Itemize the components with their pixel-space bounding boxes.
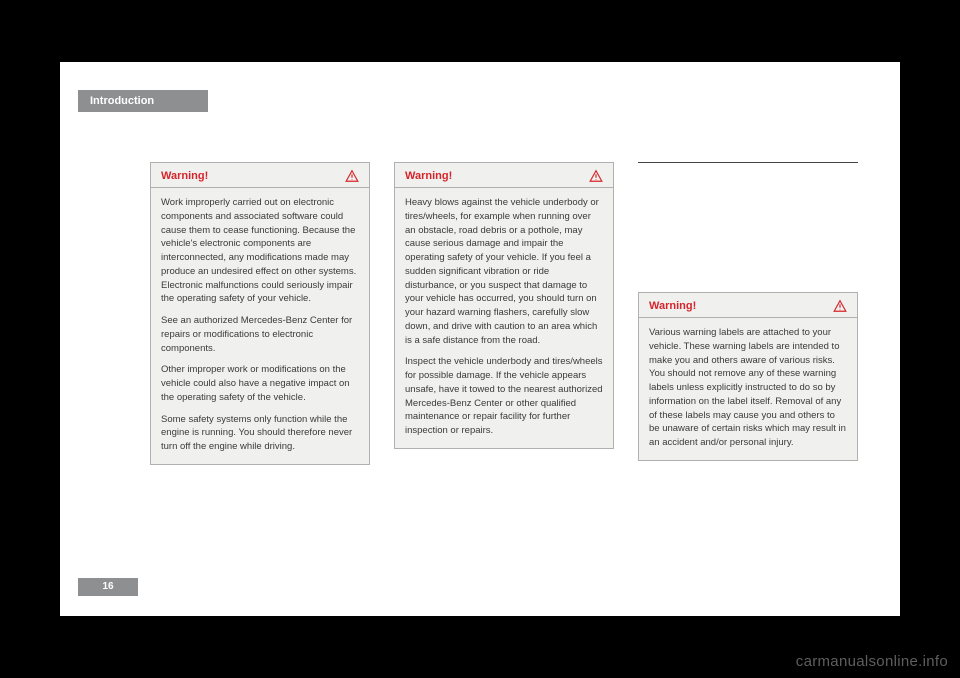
content-columns: Warning! Work improperly carried out on … [150,162,870,479]
warning-triangle-icon [345,169,359,183]
page-number-tab: 16 [78,578,138,596]
warning-paragraph: Work improperly carried out on electroni… [161,196,359,306]
warning-title: Warning! [405,170,452,182]
warning-paragraph: Other improper work or modifications on … [161,363,359,404]
column-2: Warning! Heavy blows against the vehicle… [394,162,614,479]
body-bullets: • the safety precautions in this manual … [638,224,858,282]
warning-triangle-icon [589,169,603,183]
warning-title: Warning! [649,300,696,312]
page: Introduction Operating safety Warning! W… [60,62,900,616]
section-tab-label: Introduction [90,95,154,107]
warning-body: Various warning labels are attached to y… [639,318,857,460]
column-3: Proper use of the vehicle Proper use of … [638,162,858,479]
warning-header: Warning! [151,163,369,188]
warning-header: Warning! [395,163,613,188]
watermark: carmanualsonline.info [796,653,948,670]
warning-paragraph: See an authorized Mercedes-Benz Center f… [161,314,359,355]
body-paragraph: Proper use of the vehicle requires that … [638,185,858,214]
warning-box-1: Warning! Work improperly carried out on … [150,162,370,465]
warning-body: Heavy blows against the vehicle underbod… [395,188,613,448]
warning-header: Warning! [639,293,857,318]
warning-triangle-icon [833,299,847,313]
warning-paragraph: Heavy blows against the vehicle underbod… [405,196,603,347]
column-1: Warning! Work improperly carried out on … [150,162,370,479]
section-subtitle: Operating safety [90,117,177,129]
page-number: 16 [102,581,113,592]
warning-paragraph: Inspect the vehicle underbody and tires/… [405,355,603,438]
section-tab: Introduction [78,90,208,112]
warning-paragraph: Various warning labels are attached to y… [649,326,847,450]
footer-code: 203_AKB_15_21 Bo31.qxd 7/27/05 6:10 PM P… [150,601,316,608]
warning-box-2: Warning! Heavy blows against the vehicle… [394,162,614,449]
warning-box-3: Warning! Various warning labels are atta… [638,292,858,461]
warning-paragraph: Some safety systems only function while … [161,413,359,454]
subsection-heading: Proper use of the vehicle [638,162,858,179]
warning-body: Work improperly carried out on electroni… [151,188,369,464]
warning-title: Warning! [161,170,208,182]
